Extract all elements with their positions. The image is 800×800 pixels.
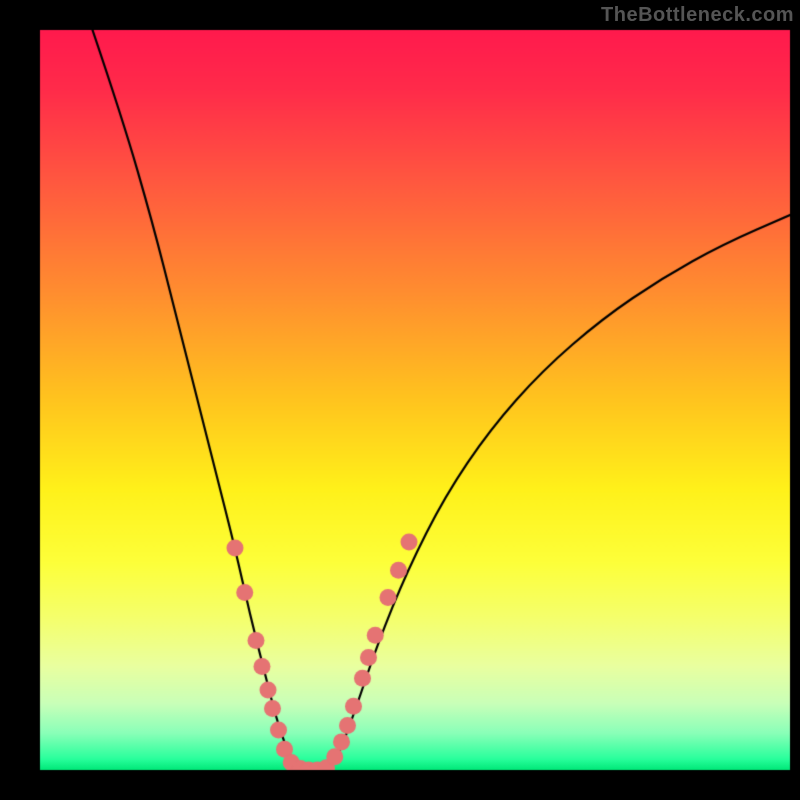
chart-root: TheBottleneck.com — [0, 0, 800, 800]
bottleneck-chart-canvas — [0, 0, 800, 800]
watermark-label: TheBottleneck.com — [601, 4, 794, 27]
